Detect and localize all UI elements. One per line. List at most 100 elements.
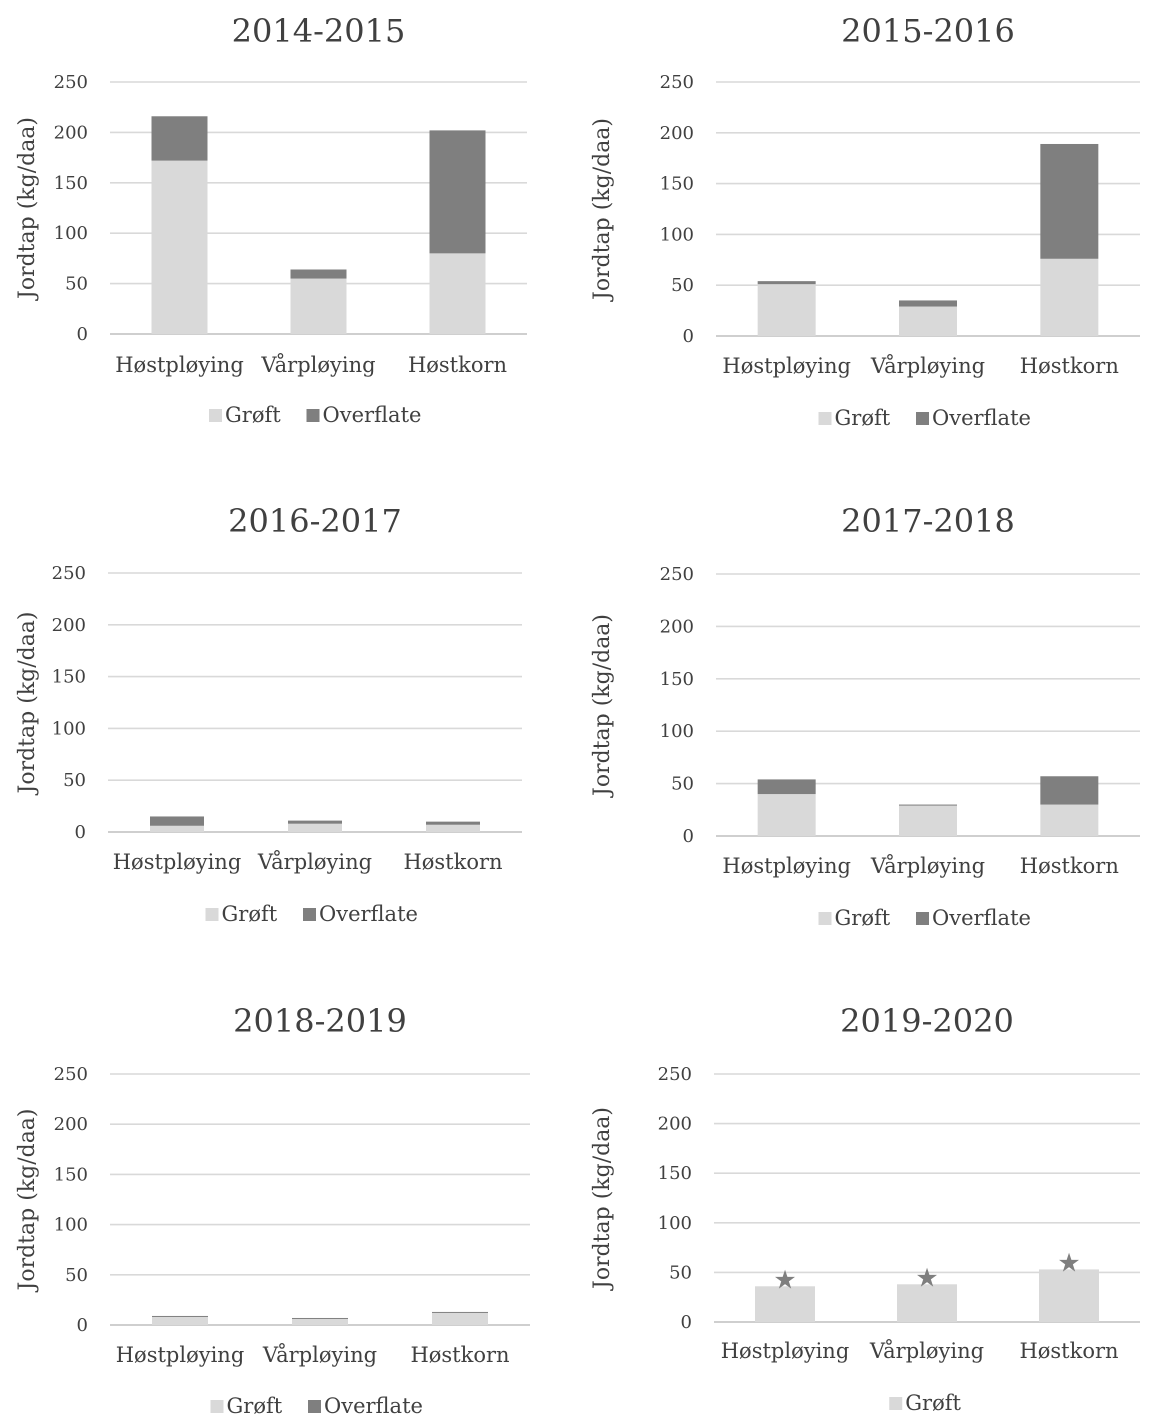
legend-swatch bbox=[303, 908, 316, 921]
y-tick-label: 200 bbox=[660, 123, 694, 144]
y-axis-label: Jordtap (kg/daa) bbox=[15, 1108, 40, 1292]
x-tick-label: Høstpløying bbox=[113, 850, 242, 874]
y-tick-label: 200 bbox=[658, 1114, 692, 1135]
x-tick-label: Vårpløying bbox=[870, 854, 985, 878]
y-tick-label: 200 bbox=[54, 1114, 88, 1135]
legend-label: Overflate bbox=[932, 406, 1031, 430]
bar-Overflate bbox=[1040, 143, 1099, 259]
y-tick-label: 0 bbox=[683, 826, 694, 847]
x-tick-label: Høstpløying bbox=[721, 1339, 850, 1363]
chart-panel-2017-2018: 2017-2018 Jordtap (kg/daa) 0 50 100 150 200 250… bbox=[575, 490, 1159, 940]
chart-panel-2014-2015: 2014-2015 Jordtap (kg/daa) 0 50 100 150 200 250… bbox=[0, 0, 575, 450]
x-tick-label: Vårpløying bbox=[870, 354, 985, 378]
bar-Grøft bbox=[899, 306, 957, 336]
y-tick-label: 0 bbox=[77, 1315, 88, 1336]
bar-Grøft bbox=[1040, 804, 1099, 836]
x-tick-label: Høstpløying bbox=[722, 854, 851, 878]
legend-label: Overflate bbox=[932, 906, 1031, 930]
bar-Grøft bbox=[432, 1312, 488, 1325]
y-tick-label: 0 bbox=[681, 1312, 692, 1333]
bar-Overflate bbox=[429, 130, 486, 254]
y-tick-label: 100 bbox=[54, 1215, 88, 1236]
y-tick-label: 100 bbox=[52, 718, 86, 739]
y-tick-label: 250 bbox=[54, 1064, 88, 1085]
chart-title: 2016-2017 bbox=[228, 502, 402, 540]
legend-swatch bbox=[916, 912, 929, 925]
y-tick-label: 150 bbox=[660, 669, 694, 690]
y-axis-label: Jordtap (kg/daa) bbox=[590, 118, 615, 302]
legend-swatch bbox=[818, 412, 832, 425]
legend-swatch bbox=[209, 409, 222, 422]
bar-Grøft bbox=[429, 253, 486, 334]
chart-svg: 2016-2017 Jordtap (kg/daa) 0 50 100 150 200 250… bbox=[15, 502, 522, 926]
x-tick-label: Høstkorn bbox=[1019, 1339, 1118, 1363]
star-icon: ★ bbox=[1057, 1248, 1080, 1278]
y-tick-label: 50 bbox=[65, 274, 88, 295]
legend-label: Grøft bbox=[225, 403, 281, 427]
y-tick-label: 250 bbox=[660, 564, 694, 585]
legend-swatch bbox=[205, 908, 219, 921]
bar-Overflate bbox=[292, 1317, 348, 1319]
bar-Grøft bbox=[426, 824, 480, 832]
y-tick-label: 100 bbox=[658, 1213, 692, 1234]
bar-Overflate bbox=[899, 804, 957, 806]
x-tick-label: Høstpløying bbox=[722, 354, 851, 378]
y-tick-label: 50 bbox=[65, 1265, 88, 1286]
legend-label: Grøft bbox=[835, 406, 891, 430]
x-tick-label: Høstpløying bbox=[115, 353, 244, 377]
y-tick-label: 50 bbox=[671, 774, 694, 795]
y-tick-label: 150 bbox=[660, 174, 694, 195]
x-tick-label: Vårpløying bbox=[260, 353, 375, 377]
bar-Overflate bbox=[757, 281, 816, 285]
chart-svg: 2017-2018 Jordtap (kg/daa) 0 50 100 150 200 250… bbox=[590, 502, 1140, 930]
y-tick-label: 200 bbox=[52, 615, 86, 636]
legend-swatch bbox=[210, 1400, 224, 1413]
bar-Overflate bbox=[152, 1315, 208, 1317]
bar-Overflate bbox=[290, 269, 347, 279]
legend-swatch bbox=[916, 412, 929, 425]
legend-label: Grøft bbox=[227, 1394, 283, 1417]
y-axis-label: Jordtap (kg/daa) bbox=[15, 117, 40, 301]
bar-Grøft bbox=[288, 823, 342, 832]
y-tick-label: 150 bbox=[658, 1163, 692, 1184]
bar-Overflate bbox=[432, 1311, 488, 1313]
x-tick-label: Høstpløying bbox=[116, 1343, 245, 1367]
bar-Overflate bbox=[426, 821, 480, 825]
y-tick-label: 150 bbox=[52, 667, 86, 688]
x-tick-label: Vårpløying bbox=[869, 1339, 984, 1363]
bar-Overflate bbox=[150, 816, 204, 826]
y-tick-label: 100 bbox=[54, 223, 88, 244]
bar-Grøft bbox=[1039, 1269, 1099, 1322]
bar-Grøft bbox=[292, 1318, 348, 1325]
y-tick-label: 50 bbox=[669, 1262, 692, 1283]
chart-title: 2015-2016 bbox=[841, 12, 1015, 50]
star-icon: ★ bbox=[915, 1263, 938, 1293]
x-tick-label: Høstkorn bbox=[410, 1343, 509, 1367]
legend-label: Overflate bbox=[324, 1394, 423, 1417]
bar-Overflate bbox=[757, 779, 816, 795]
y-tick-label: 250 bbox=[660, 72, 694, 93]
y-axis-label: Jordtap (kg/daa) bbox=[15, 611, 40, 795]
legend-label: Grøft bbox=[905, 1391, 961, 1415]
x-tick-label: Høstkorn bbox=[403, 850, 502, 874]
chart-panel-2016-2017: 2016-2017 Jordtap (kg/daa) 0 50 100 150 200 250… bbox=[0, 490, 575, 940]
bar-Grøft bbox=[899, 805, 957, 836]
chart-panel-2015-2016: 2015-2016 Jordtap (kg/daa) 0 50 100 150 200 250… bbox=[575, 0, 1159, 450]
x-tick-label: Høstkorn bbox=[1020, 854, 1119, 878]
y-tick-label: 250 bbox=[54, 72, 88, 93]
y-axis-label: Jordtap (kg/daa) bbox=[590, 1107, 615, 1291]
x-tick-label: Høstkorn bbox=[1020, 354, 1119, 378]
bar-Grøft bbox=[151, 160, 208, 334]
chart-panel-2018-2019: 2018-2019 Jordtap (kg/daa) 0 50 100 150 200 250… bbox=[0, 990, 575, 1417]
bar-Grøft bbox=[755, 1286, 815, 1322]
y-tick-label: 200 bbox=[54, 122, 88, 143]
bar-Overflate bbox=[1040, 776, 1099, 805]
y-tick-label: 50 bbox=[671, 275, 694, 296]
y-tick-label: 200 bbox=[660, 616, 694, 637]
x-tick-label: Vårpløying bbox=[262, 1343, 377, 1367]
star-icon: ★ bbox=[773, 1265, 796, 1295]
chart-title: 2019-2020 bbox=[840, 1002, 1014, 1040]
bar-Grøft bbox=[1040, 258, 1099, 336]
chart-svg: 2018-2019 Jordtap (kg/daa) 0 50 100 150 200 250… bbox=[15, 1002, 530, 1417]
y-tick-label: 250 bbox=[52, 563, 86, 584]
